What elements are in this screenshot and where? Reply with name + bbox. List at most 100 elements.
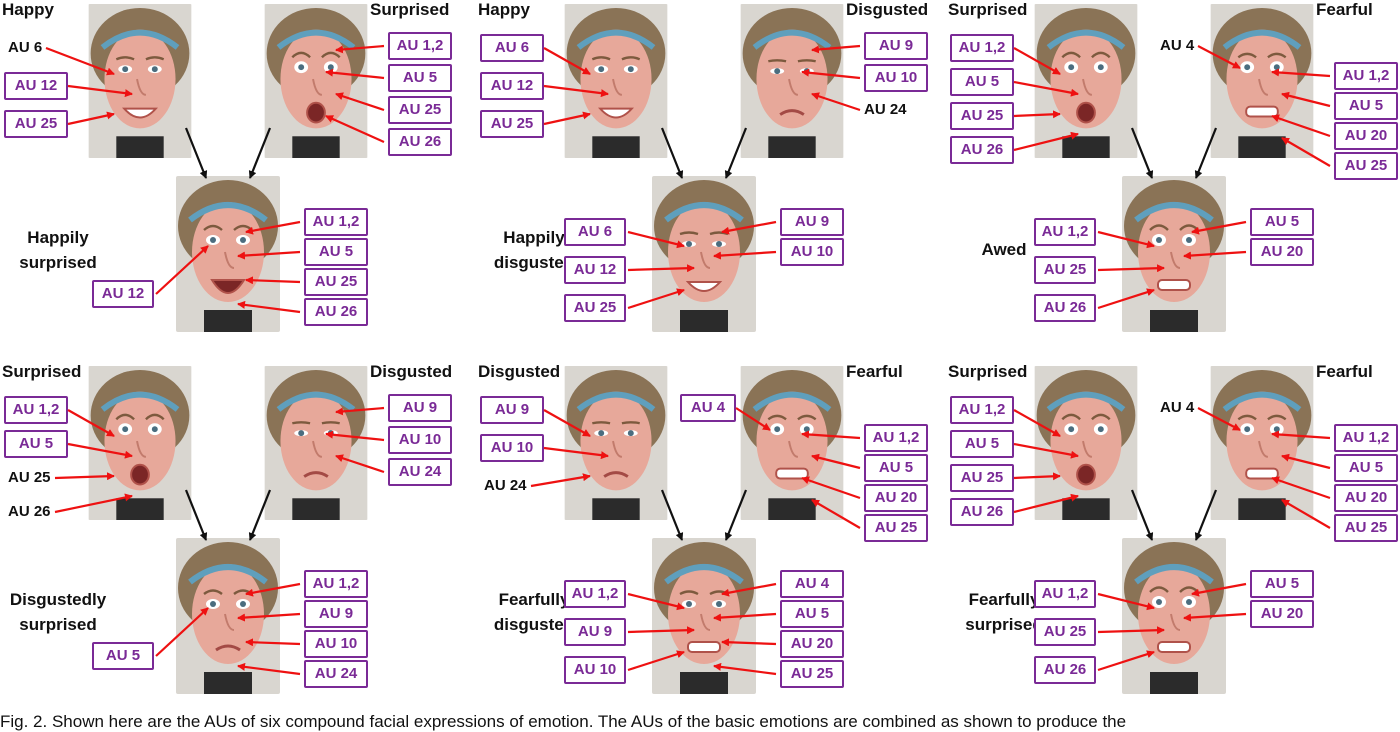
face-compound — [1122, 176, 1226, 332]
face-compound — [652, 176, 756, 332]
face-surprised — [1034, 4, 1138, 158]
face-compound — [176, 176, 280, 332]
face-surprised — [264, 4, 368, 158]
compound-label-line: surprised — [19, 615, 97, 634]
au-box: AU 26 — [950, 136, 1014, 164]
au-box: AU 10 — [388, 426, 452, 454]
au-box: AU 5 — [950, 68, 1014, 96]
top-left-label: Surprised — [2, 362, 82, 381]
au-box: AU 5 — [950, 430, 1014, 458]
face-compound-image — [652, 538, 756, 694]
face-happy-image — [88, 4, 192, 158]
au-box: AU 5 — [1334, 92, 1398, 120]
face-compound-image — [1122, 538, 1226, 694]
au-box: AU 1,2 — [304, 208, 368, 236]
top-left-label: Surprised — [948, 0, 1028, 19]
au-box: AU 24 — [304, 660, 368, 688]
top-right-label: Disgusted — [370, 362, 453, 381]
compound-label-line: Disgustedly — [9, 590, 107, 609]
face-fearful-image — [740, 366, 844, 520]
top-right-label: Fearful — [1316, 362, 1373, 381]
au-box: AU 9 — [388, 394, 452, 422]
au-box: AU 26 — [950, 498, 1014, 526]
au-box: AU 25 — [780, 660, 844, 688]
au-box: AU 5 — [1250, 208, 1314, 236]
au-box: AU 25 — [1334, 514, 1398, 542]
face-disgusted-image — [264, 366, 368, 520]
au-box: AU 20 — [1250, 238, 1314, 266]
au-box: AU 25 — [950, 464, 1014, 492]
au-box: AU 25 — [950, 102, 1014, 130]
compound-label-line: disgusted — [493, 253, 575, 272]
au-box: AU 1,2 — [950, 396, 1014, 424]
compound-label-line: Awed — [981, 240, 1027, 259]
au-box: AU 20 — [1334, 122, 1398, 150]
au-box: AU 12 — [92, 280, 154, 308]
face-compound — [652, 538, 756, 694]
au-box: AU 1,2 — [864, 424, 928, 452]
compound-label-line: Happily — [503, 228, 565, 247]
compound-label-line: disgusted — [493, 615, 575, 634]
face-compound — [1122, 538, 1226, 694]
au-box: AU 25 — [1334, 152, 1398, 180]
au-box: AU 26 — [1034, 656, 1096, 684]
au-box: AU 9 — [864, 32, 928, 60]
figure-caption: Fig. 2. Shown here are the AUs of six co… — [0, 712, 1127, 731]
au-box: AU 1,2 — [1334, 62, 1398, 90]
au-box: AU 5 — [864, 454, 928, 482]
face-fearful-image — [1210, 366, 1314, 520]
au-box: AU 10 — [864, 64, 928, 92]
face-happy — [564, 4, 668, 158]
au-box: AU 5 — [304, 238, 368, 266]
au-box: AU 1,2 — [1034, 218, 1096, 246]
au-box: AU 9 — [304, 600, 368, 628]
au-box: AU 10 — [304, 630, 368, 658]
au-label: AU 26 — [8, 503, 51, 520]
au-box: AU 5 — [1334, 454, 1398, 482]
top-right-label: Surprised — [370, 0, 450, 19]
au-box: AU 4 — [680, 394, 736, 422]
au-box: AU 25 — [1034, 256, 1096, 284]
au-box: AU 26 — [388, 128, 452, 156]
au-box: AU 25 — [480, 110, 544, 138]
face-surprised — [1034, 366, 1138, 520]
face-disgusted — [564, 366, 668, 520]
top-right-label: Fearful — [1316, 0, 1373, 19]
au-box: AU 12 — [564, 256, 626, 284]
face-surprised-image — [1034, 4, 1138, 158]
top-left-label: Happy — [2, 0, 54, 19]
au-box: AU 5 — [4, 430, 68, 458]
au-box: AU 1,2 — [4, 396, 68, 424]
au-box: AU 10 — [480, 434, 544, 462]
au-box: AU 1,2 — [304, 570, 368, 598]
face-disgusted-image — [564, 366, 668, 520]
face-compound-image — [176, 176, 280, 332]
au-box: AU 12 — [480, 72, 544, 100]
compound-label-line: Fearfully — [498, 590, 570, 609]
face-disgusted-image — [740, 4, 844, 158]
top-left-label: Disgusted — [478, 362, 561, 381]
au-box: AU 9 — [564, 618, 626, 646]
top-left-label: Surprised — [948, 362, 1028, 381]
face-happy — [88, 4, 192, 158]
top-right-label: Fearful — [846, 362, 903, 381]
au-box: AU 10 — [780, 238, 844, 266]
face-surprised-image — [1034, 366, 1138, 520]
face-fearful-image — [1210, 4, 1314, 158]
au-box: AU 20 — [780, 630, 844, 658]
au-label: AU 4 — [1160, 399, 1195, 416]
au-box: AU 20 — [1334, 484, 1398, 512]
au-label: AU 24 — [484, 477, 527, 494]
au-box: AU 26 — [1034, 294, 1096, 322]
au-box: AU 20 — [1250, 600, 1314, 628]
face-compound-image — [652, 176, 756, 332]
au-label: AU 4 — [1160, 37, 1195, 54]
face-fearful — [1210, 366, 1314, 520]
au-box: AU 5 — [780, 600, 844, 628]
au-box: AU 26 — [304, 298, 368, 326]
au-box: AU 1,2 — [950, 34, 1014, 62]
au-box: AU 20 — [864, 484, 928, 512]
au-box: AU 1,2 — [388, 32, 452, 60]
au-box: AU 5 — [92, 642, 154, 670]
